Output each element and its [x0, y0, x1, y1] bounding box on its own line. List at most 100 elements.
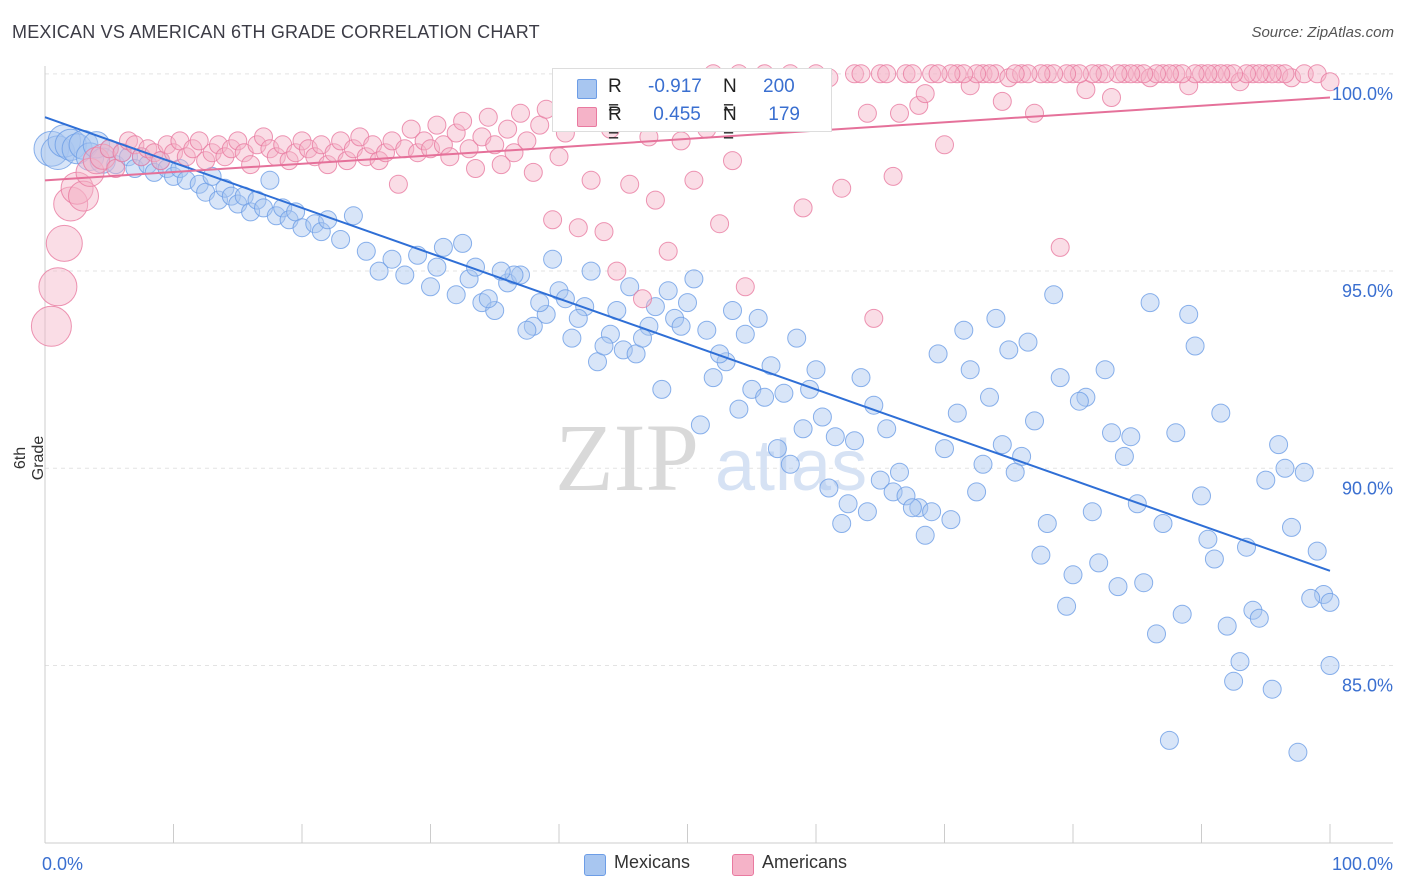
point-americans [581, 170, 601, 190]
point-mexicans [1294, 462, 1314, 482]
point-mexicans [1114, 446, 1134, 466]
point-mexicans [1307, 541, 1327, 561]
point-mexicans [1057, 596, 1077, 616]
point-americans [902, 64, 922, 84]
point-americans [1134, 64, 1154, 84]
point-americans [1294, 64, 1314, 84]
point-mexicans [1166, 423, 1186, 443]
point-mexicans [568, 308, 588, 328]
point-americans [60, 171, 94, 205]
point-americans [928, 64, 948, 84]
point-mexicans [761, 356, 781, 376]
point-mexicans [909, 498, 929, 518]
point-americans [414, 131, 434, 151]
point-mexicans [594, 336, 614, 356]
point-mexicans [260, 170, 280, 190]
point-americans [511, 103, 530, 123]
point-mexicans [838, 494, 858, 514]
point-americans [543, 210, 563, 230]
x-tick-label-max: 100.0% [1332, 854, 1393, 874]
point-americans [1025, 103, 1044, 123]
point-mexicans [1050, 368, 1070, 388]
point-americans [549, 147, 569, 167]
point-mexicans [999, 340, 1019, 360]
bottom-legend-label: Mexicans [614, 852, 691, 872]
point-mexicans [1185, 336, 1205, 356]
point-americans [388, 174, 408, 194]
point-americans [209, 135, 228, 155]
point-americans [421, 139, 440, 159]
point-mexicans [832, 514, 852, 533]
point-mexicans [658, 281, 678, 301]
point-americans [1192, 64, 1211, 84]
point-mexicans [883, 482, 903, 502]
point-americans [427, 115, 447, 135]
point-mexicans [562, 328, 582, 348]
point-americans [684, 170, 704, 190]
point-americans [620, 174, 640, 194]
point-americans [935, 135, 954, 155]
point-americans [369, 151, 389, 171]
point-americans [992, 91, 1012, 111]
point-mexicans [780, 454, 800, 474]
point-americans [183, 139, 203, 159]
point-americans [466, 159, 485, 178]
point-americans [851, 64, 871, 84]
point-mexicans [215, 178, 235, 198]
point-americans [286, 143, 306, 163]
y-tick-label: 100.0% [1332, 84, 1393, 104]
y-tick-label: 95.0% [1342, 281, 1393, 301]
legend-swatch-americans [577, 107, 597, 127]
point-mexicans [1140, 293, 1160, 313]
point-americans [247, 135, 267, 155]
point-americans [1057, 64, 1077, 84]
point-americans [1063, 64, 1083, 84]
point-americans [1262, 64, 1282, 84]
point-mexicans [543, 249, 563, 269]
point-mexicans [1192, 486, 1211, 506]
point-mexicans [1314, 585, 1334, 604]
point-mexicans [125, 159, 145, 178]
point-americans [645, 190, 665, 210]
grid-lines [45, 73, 1393, 666]
point-mexicans [1025, 411, 1044, 431]
point-mexicans [478, 289, 498, 309]
point-americans [254, 127, 273, 147]
legend-n-value: 200 [763, 76, 795, 97]
point-americans [157, 135, 177, 155]
point-mexicans [588, 352, 607, 372]
point-mexicans [311, 222, 331, 242]
point-mexicans [890, 462, 909, 482]
point-mexicans [1018, 332, 1038, 352]
point-americans [504, 143, 524, 163]
point-mexicans [684, 269, 704, 289]
point-mexicans [864, 395, 884, 415]
point-americans [832, 178, 852, 198]
trend-line-americans [44, 96, 1331, 182]
point-mexicans [825, 427, 845, 447]
point-mexicans [1031, 545, 1051, 565]
legend-r-label: R = [608, 104, 622, 147]
point-americans [356, 147, 376, 167]
tick-labels: 85.0% 90.0% 95.0% 100.0% 0.0% 100.0% [42, 84, 1393, 874]
point-americans [870, 64, 890, 84]
point-americans [909, 95, 929, 115]
point-mexicans [851, 368, 871, 388]
point-americans [877, 64, 897, 84]
point-americans [1082, 64, 1102, 84]
point-mexicans [787, 328, 807, 348]
point-americans [1159, 64, 1179, 84]
point-americans [896, 64, 916, 84]
point-mexicans [1224, 671, 1244, 691]
point-americans [491, 155, 511, 175]
point-mexicans [1089, 553, 1109, 573]
point-mexicans [600, 324, 620, 344]
point-mexicans [1230, 652, 1250, 672]
point-americans [671, 131, 691, 151]
point-americans [1031, 64, 1051, 84]
point-mexicans [1282, 517, 1301, 537]
point-americans [292, 131, 312, 151]
point-mexicans [857, 502, 877, 522]
point-mexicans [1275, 458, 1295, 478]
